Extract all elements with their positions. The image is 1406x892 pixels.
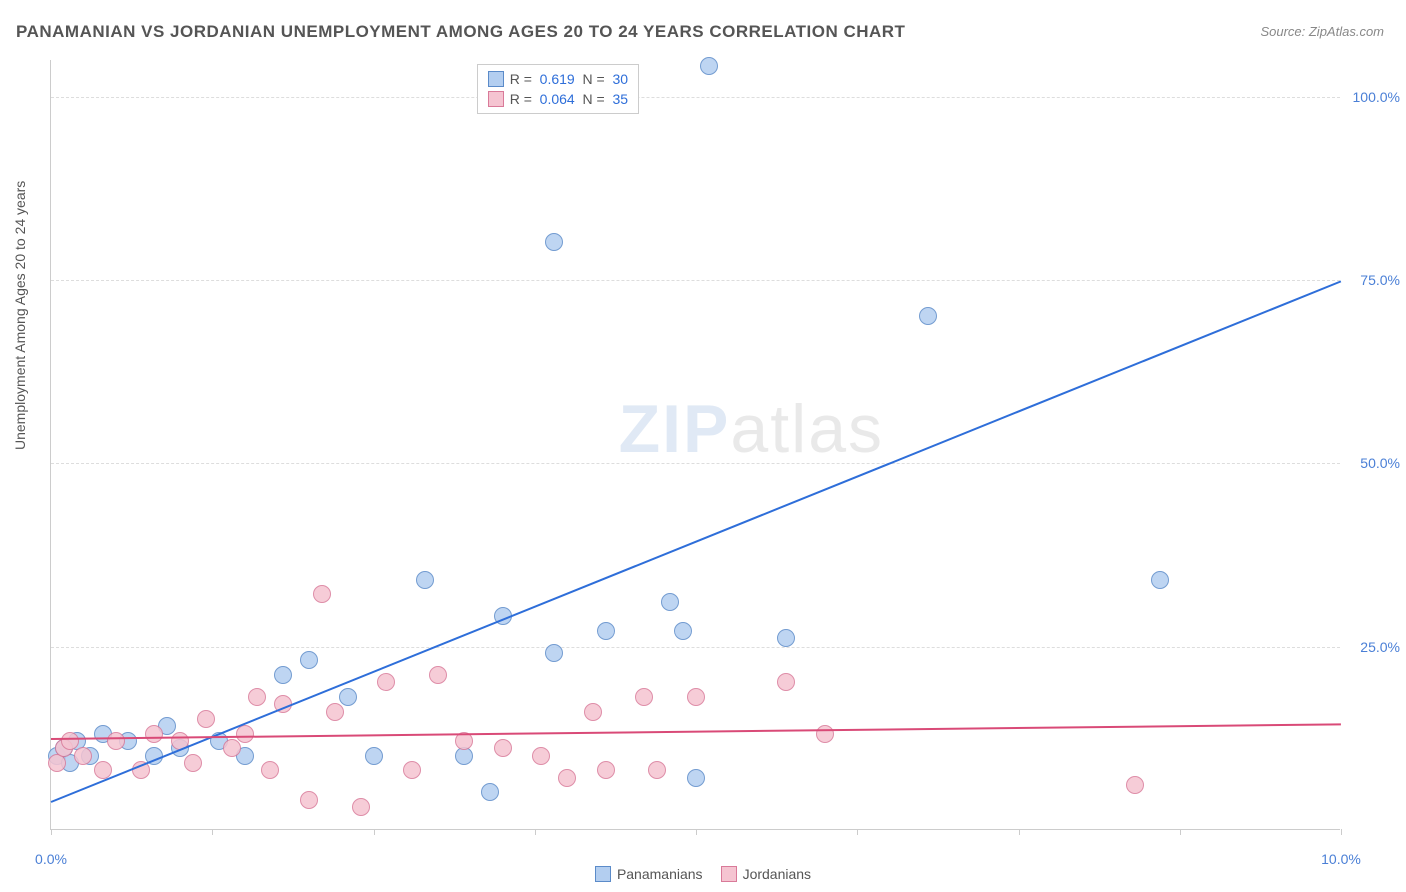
source-attribution: Source: ZipAtlas.com bbox=[1260, 24, 1384, 39]
x-tick bbox=[1341, 829, 1342, 835]
x-tick bbox=[51, 829, 52, 835]
series-legend-item: Panamanians bbox=[595, 866, 703, 882]
gridline bbox=[51, 463, 1340, 464]
data-point bbox=[687, 769, 705, 787]
legend-swatch bbox=[488, 71, 504, 87]
data-point bbox=[597, 761, 615, 779]
data-point bbox=[339, 688, 357, 706]
legend-row: R = 0.619 N = 30 bbox=[488, 69, 628, 89]
data-point bbox=[74, 747, 92, 765]
x-tick bbox=[1180, 829, 1181, 835]
data-point bbox=[274, 666, 292, 684]
x-tick-label: 10.0% bbox=[1321, 851, 1361, 867]
x-tick bbox=[857, 829, 858, 835]
data-point bbox=[597, 622, 615, 640]
data-point bbox=[661, 593, 679, 611]
data-point bbox=[313, 585, 331, 603]
data-point bbox=[300, 651, 318, 669]
data-point bbox=[261, 761, 279, 779]
legend-swatch bbox=[488, 91, 504, 107]
data-point bbox=[197, 710, 215, 728]
data-point bbox=[777, 673, 795, 691]
data-point bbox=[429, 666, 447, 684]
data-point bbox=[648, 761, 666, 779]
data-point bbox=[145, 725, 163, 743]
legend-text: R = 0.619 N = 30 bbox=[510, 71, 628, 87]
data-point bbox=[352, 798, 370, 816]
data-point bbox=[403, 761, 421, 779]
data-point bbox=[674, 622, 692, 640]
data-point bbox=[223, 739, 241, 757]
x-tick bbox=[535, 829, 536, 835]
data-point bbox=[687, 688, 705, 706]
gridline bbox=[51, 280, 1340, 281]
data-point bbox=[1126, 776, 1144, 794]
data-point bbox=[481, 783, 499, 801]
series-name: Panamanians bbox=[617, 866, 703, 882]
legend-swatch bbox=[595, 866, 611, 882]
gridline bbox=[51, 647, 1340, 648]
data-point bbox=[532, 747, 550, 765]
data-point bbox=[248, 688, 266, 706]
plot-area: ZIPatlas 25.0%50.0%75.0%100.0%0.0%10.0%R… bbox=[50, 60, 1340, 830]
data-point bbox=[494, 739, 512, 757]
data-point bbox=[635, 688, 653, 706]
y-axis-label: Unemployment Among Ages 20 to 24 years bbox=[12, 181, 28, 450]
data-point bbox=[61, 732, 79, 750]
y-tick-label: 100.0% bbox=[1345, 89, 1400, 105]
data-point bbox=[777, 629, 795, 647]
data-point bbox=[1151, 571, 1169, 589]
y-tick-label: 50.0% bbox=[1345, 455, 1400, 471]
x-tick bbox=[1019, 829, 1020, 835]
y-tick-label: 25.0% bbox=[1345, 639, 1400, 655]
watermark: ZIPatlas bbox=[619, 390, 884, 468]
data-point bbox=[558, 769, 576, 787]
data-point bbox=[584, 703, 602, 721]
legend-text: R = 0.064 N = 35 bbox=[510, 91, 628, 107]
data-point bbox=[700, 57, 718, 75]
data-point bbox=[377, 673, 395, 691]
x-tick bbox=[374, 829, 375, 835]
data-point bbox=[300, 791, 318, 809]
data-point bbox=[545, 644, 563, 662]
watermark-zip: ZIP bbox=[619, 391, 731, 467]
data-point bbox=[919, 307, 937, 325]
legend-swatch bbox=[721, 866, 737, 882]
data-point bbox=[107, 732, 125, 750]
x-tick-label: 0.0% bbox=[35, 851, 67, 867]
x-tick bbox=[212, 829, 213, 835]
gridline bbox=[51, 97, 1340, 98]
trend-line bbox=[51, 280, 1342, 803]
x-tick bbox=[696, 829, 697, 835]
data-point bbox=[365, 747, 383, 765]
data-point bbox=[416, 571, 434, 589]
correlation-legend: R = 0.619 N = 30 R = 0.064 N = 35 bbox=[477, 64, 639, 114]
series-name: Jordanians bbox=[743, 866, 812, 882]
chart-title: PANAMANIAN VS JORDANIAN UNEMPLOYMENT AMO… bbox=[16, 22, 905, 42]
data-point bbox=[545, 233, 563, 251]
legend-row: R = 0.064 N = 35 bbox=[488, 89, 628, 109]
y-tick-label: 75.0% bbox=[1345, 272, 1400, 288]
legend-bottom: Panamanians Jordanians bbox=[0, 866, 1406, 882]
data-point bbox=[816, 725, 834, 743]
series-legend-item: Jordanians bbox=[721, 866, 812, 882]
data-point bbox=[326, 703, 344, 721]
data-point bbox=[184, 754, 202, 772]
watermark-atlas: atlas bbox=[730, 391, 884, 467]
